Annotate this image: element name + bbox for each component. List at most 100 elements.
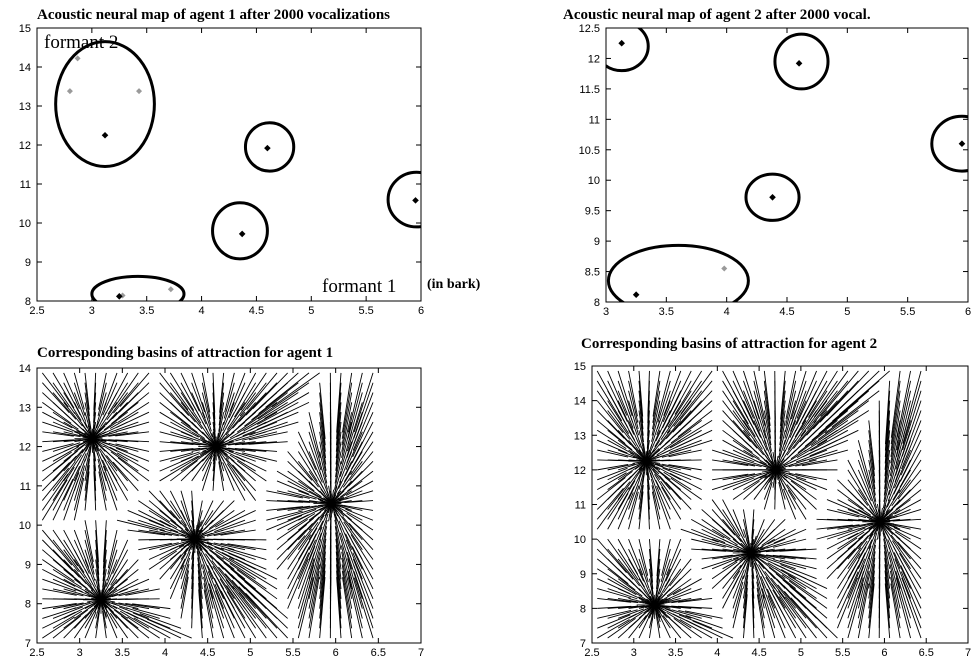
- field-arrow: [770, 577, 797, 609]
- field-arrow: [244, 581, 288, 619]
- field-arrow: [138, 500, 170, 523]
- field-arrow: [333, 513, 342, 540]
- y-tick-label: 7: [25, 638, 31, 650]
- field-arrow: [127, 529, 166, 536]
- field-arrow: [628, 548, 645, 582]
- y-tick-label: 10: [19, 218, 31, 230]
- field-arrow: [763, 475, 774, 500]
- field-arrow: [308, 570, 320, 629]
- attractor-point: [88, 434, 97, 443]
- field-arrow: [169, 510, 189, 532]
- field-arrow: [63, 578, 90, 594]
- field-arrow: [617, 548, 639, 581]
- field-arrow: [779, 559, 817, 570]
- field-arrow: [778, 590, 807, 629]
- field-arrow: [678, 598, 713, 603]
- field-arrow: [308, 526, 323, 560]
- plot-frame: [36, 367, 422, 644]
- field-arrow: [180, 450, 207, 462]
- field-arrow: [308, 539, 322, 580]
- field-arrow: [84, 520, 94, 562]
- field-arrow: [222, 462, 235, 491]
- field-arrow: [743, 475, 767, 491]
- prototype-point: [632, 291, 640, 298]
- field-arrow: [667, 390, 692, 428]
- field-arrow: [120, 615, 150, 639]
- field-arrow: [784, 596, 817, 639]
- attractor-point: [327, 499, 336, 508]
- field-arrow: [892, 469, 911, 501]
- field-arrow: [287, 534, 312, 570]
- y-tick-label: 10.5: [579, 145, 600, 157]
- field-arrow: [722, 509, 741, 537]
- field-arrow: [100, 402, 118, 427]
- field-arrow: [337, 504, 363, 511]
- field-arrow: [335, 532, 342, 570]
- field-arrow: [63, 454, 83, 482]
- field-arrow: [319, 551, 326, 599]
- field-arrow: [52, 615, 82, 639]
- field-arrow: [170, 447, 201, 452]
- field-arrow: [780, 564, 817, 580]
- field-arrow: [265, 372, 310, 408]
- field-arrow: [678, 609, 713, 619]
- field-arrow: [351, 546, 374, 590]
- field-arrow: [180, 576, 189, 619]
- field-arrow: [692, 620, 734, 639]
- field-arrow: [319, 461, 328, 490]
- field-arrow: [826, 370, 870, 417]
- field-arrow: [819, 380, 859, 423]
- field-arrow: [773, 595, 797, 639]
- field-arrow: [350, 534, 374, 570]
- field-arrow: [785, 370, 797, 420]
- field-arrow: [222, 556, 256, 580]
- field-arrow: [778, 420, 786, 452]
- field-arrow: [73, 382, 86, 416]
- field-arrow: [84, 458, 91, 491]
- field-arrow: [113, 609, 139, 629]
- field-arrow: [628, 598, 652, 605]
- field-arrow: [347, 382, 363, 439]
- field-arrow: [210, 500, 235, 525]
- prototype-point: [412, 197, 419, 204]
- field-arrow: [353, 372, 374, 433]
- field-arrow: [180, 372, 200, 412]
- field-arrow: [201, 372, 211, 413]
- field-arrow: [276, 509, 310, 521]
- field-arrow: [336, 576, 342, 639]
- field-arrow: [761, 528, 786, 546]
- field-arrow: [763, 430, 773, 458]
- field-arrow: [63, 549, 86, 579]
- field-arrow: [52, 539, 79, 573]
- field-arrow: [236, 569, 278, 600]
- field-arrow: [868, 564, 876, 609]
- field-arrow: [900, 565, 922, 609]
- field-arrow: [108, 421, 139, 434]
- field-arrow: [220, 590, 246, 639]
- field-arrow: [712, 459, 749, 467]
- field-arrow: [159, 461, 192, 482]
- prototype-point: [618, 39, 625, 47]
- field-arrow: [238, 392, 267, 423]
- field-arrow: [298, 490, 324, 501]
- field-arrow: [101, 431, 128, 438]
- field-arrow: [607, 410, 631, 440]
- field-arrow: [818, 400, 859, 435]
- field-arrow: [115, 439, 150, 443]
- field-arrow: [722, 519, 742, 543]
- field-arrow: [665, 548, 682, 582]
- field-arrow: [227, 543, 267, 551]
- x-tick-label: 3: [89, 305, 95, 317]
- field-arrow: [116, 519, 158, 531]
- attractor-point: [642, 457, 651, 466]
- field-arrow: [837, 509, 867, 519]
- field-arrow: [220, 529, 256, 536]
- field-arrow: [847, 479, 869, 506]
- field-arrow: [809, 449, 849, 462]
- field-arrow: [319, 538, 327, 580]
- field-arrow: [628, 410, 640, 442]
- field-arrow: [52, 478, 74, 521]
- field-arrow: [73, 569, 94, 591]
- field-arrow: [348, 460, 374, 487]
- attractor-point: [212, 442, 221, 451]
